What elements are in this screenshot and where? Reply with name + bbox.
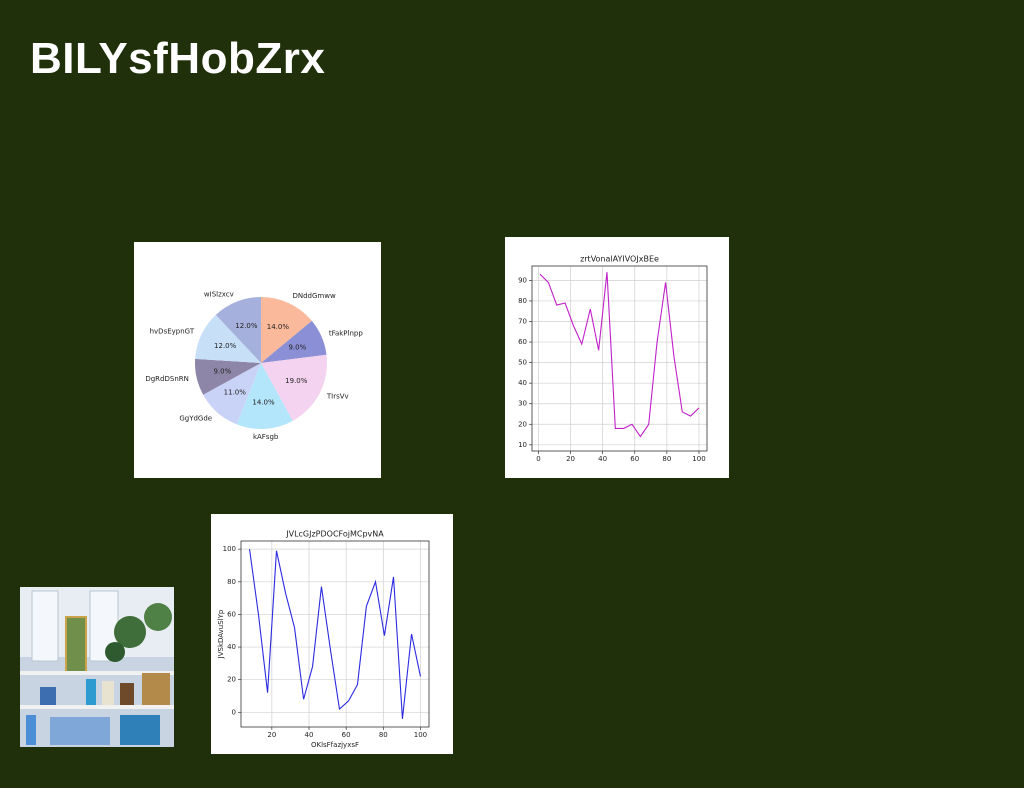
plot-frame xyxy=(240,540,430,728)
x-axis-label: OKlsFfazjyxsF xyxy=(311,741,359,749)
x-tick-label: 80 xyxy=(662,455,671,463)
x-tick-label: 80 xyxy=(379,731,388,739)
slice-label: DgRdDSnRN xyxy=(145,375,189,383)
y-tick-label: 20 xyxy=(518,420,527,428)
chart-title: JVLcGJzPDOCFojMCpvNA xyxy=(285,530,384,539)
pie-card: DNddGmww 14.0% tFakPlnpp 9.0% TIrsVv 19.0% kAF… xyxy=(134,242,381,478)
value-label: 14.0% xyxy=(252,399,275,407)
y-tick-label: 60 xyxy=(518,338,527,346)
y-tick-label: 40 xyxy=(518,379,527,387)
value-label: 11.0% xyxy=(224,389,247,397)
y-tick-label: 40 xyxy=(227,643,236,651)
y-tick-label: 60 xyxy=(227,610,236,618)
x-tick-label: 100 xyxy=(692,455,705,463)
y-tick-label: 50 xyxy=(518,359,527,367)
slice-label: TIrsVv xyxy=(326,393,349,401)
slice-label: DNddGmww xyxy=(292,292,335,300)
chart-title: zrtVonalAYIVOJxBEe xyxy=(580,255,659,264)
slice-label: hvDsEypnGT xyxy=(150,328,195,336)
value-label: 12.0% xyxy=(214,342,237,350)
photo xyxy=(20,587,174,747)
value-label: 9.0% xyxy=(288,343,306,351)
slice-label: kAFsgb xyxy=(253,433,279,441)
x-tick-label: 40 xyxy=(598,455,607,463)
value-label: 9.0% xyxy=(213,368,231,376)
line-series xyxy=(539,272,700,438)
x-tick-label: 60 xyxy=(342,731,351,739)
x-tick-label: 20 xyxy=(566,455,575,463)
x-tick-label: 40 xyxy=(305,731,314,739)
value-label: 19.0% xyxy=(285,377,308,385)
plot-frame xyxy=(531,265,708,452)
y-tick-label: 90 xyxy=(518,276,527,284)
x-tick-label: 0 xyxy=(536,455,540,463)
x-tick-label: 20 xyxy=(267,731,276,739)
slice-label: GgYdGde xyxy=(179,414,212,422)
pie-slice xyxy=(236,363,293,429)
y-tick-label: 30 xyxy=(518,400,527,408)
pie-slice xyxy=(203,363,261,425)
value-label: 14.0% xyxy=(267,323,290,331)
y-tick-label: 70 xyxy=(518,318,527,326)
y-tick-label: 80 xyxy=(227,578,236,586)
pie-slice xyxy=(261,320,327,363)
pie-slice xyxy=(195,358,261,395)
x-tick-label: 60 xyxy=(630,455,639,463)
y-tick-label: 100 xyxy=(223,545,236,553)
y-tick-label: 10 xyxy=(518,441,527,449)
pie-slice xyxy=(215,297,261,363)
slice-label: tFakPlnpp xyxy=(329,330,364,338)
pie-slice xyxy=(261,354,327,421)
y-tick-label: 20 xyxy=(227,676,236,684)
slice-label: wISlzxcv xyxy=(204,290,234,298)
x-tick-label: 100 xyxy=(414,731,427,739)
pie-slice xyxy=(195,314,261,363)
y-tick-label: 0 xyxy=(232,708,236,716)
page-title: BILYsfHobZrx xyxy=(30,34,326,83)
y-axis-label: JVSkDAvuSlYp xyxy=(217,609,225,659)
y-tick-label: 80 xyxy=(518,297,527,305)
line-card: JVLcGJzPDOCFojMCpvNA 0 20 40 60 80 100 20 40 60 80… xyxy=(211,514,453,754)
line-card: zrtVonalAYIVOJxBEe 10 20 30 40 50 60 70 80 90 0 20 4… xyxy=(505,237,729,478)
pie-slice xyxy=(261,297,312,363)
line-series xyxy=(249,549,421,719)
value-label: 12.0% xyxy=(235,322,258,330)
